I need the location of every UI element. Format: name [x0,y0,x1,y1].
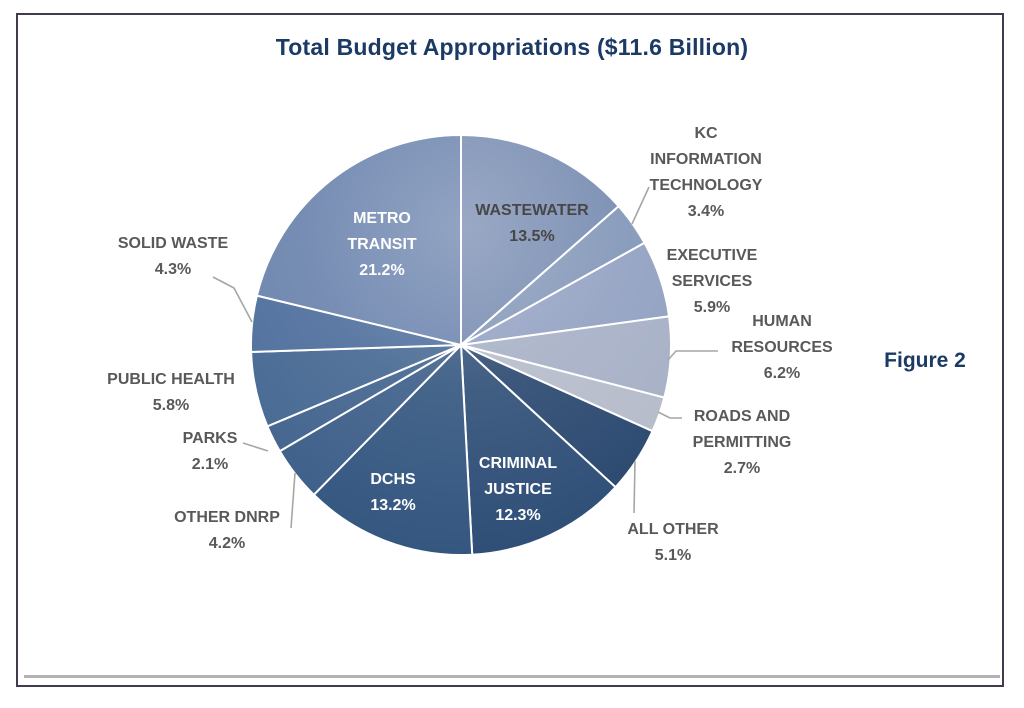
leader-line-human-resources [667,350,718,361]
pie-slices [250,134,672,556]
chart-title: Total Budget Appropriations ($11.6 Billi… [275,34,749,60]
leader-line-roads-and-permitting [657,411,682,419]
slice-label-human-resources: HUMAN RESOURCES 6.2% [731,313,833,382]
slice-label-wastewater: WASTEWATER 13.5% [475,202,589,245]
frame-underline [24,675,1000,678]
figure-caption: Figure 2 [884,349,966,372]
slice-label-executive-services: EXECUTIVE SERVICES 5.9% [666,247,758,316]
slice-label-criminal-justice: CRIMINAL JUSTICE 12.3% [478,455,558,524]
slice-label-roads-and-permitting: ROADS AND PERMITTING 2.7% [692,408,792,477]
slice-label-solid-waste: SOLID WASTE 4.3% [117,235,229,278]
leader-line-parks [242,442,269,452]
leader-lines [212,186,718,529]
slice-label-parks: PARKS 2.1% [182,430,238,473]
leader-line-all-other [633,460,636,514]
leader-line-kc-information-technology [631,186,650,225]
leader-line-other-dnrp [290,472,296,529]
slice-label-all-other: ALL OTHER 5.1% [627,521,719,564]
slice-label-metro-transit: METRO TRANSIT 21.2% [347,210,417,279]
slice-label-kc-information-technology: KC INFORMATION TECHNOLOGY 3.4% [649,125,763,220]
leader-line-solid-waste [212,276,253,323]
slice-label-other-dnrp: OTHER DNRP 4.2% [174,509,280,552]
slice-label-public-health: PUBLIC HEALTH 5.8% [107,371,235,414]
slice-label-dchs: DCHS 13.2% [370,471,416,514]
